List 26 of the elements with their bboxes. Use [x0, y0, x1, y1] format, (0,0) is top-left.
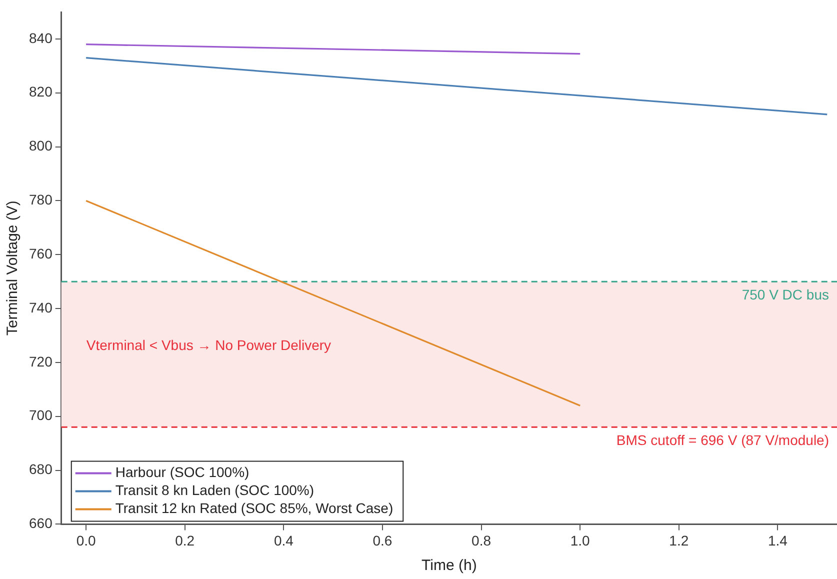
x-tick-label: 1.2	[669, 532, 689, 548]
y-tick-label: 800	[29, 138, 53, 154]
y-tick-label: 840	[29, 30, 53, 46]
x-tick-label: 1.4	[768, 532, 788, 548]
ref-line-label: BMS cutoff = 696 V (87 V/module)	[616, 432, 829, 448]
x-tick-label: 0.0	[76, 532, 96, 548]
x-axis-title: Time (h)	[422, 557, 477, 574]
x-tick-label: 0.8	[472, 532, 492, 548]
y-tick-label: 700	[29, 407, 53, 424]
ref-line-label: 750 V DC bus	[742, 286, 829, 302]
x-tick-label: 1.0	[570, 532, 590, 548]
y-tick-label: 820	[29, 84, 53, 100]
y-tick-label: 760	[29, 245, 53, 262]
y-tick-label: 720	[29, 353, 53, 370]
legend-label: Harbour (SOC 100%)	[115, 464, 250, 480]
y-tick-label: 780	[29, 192, 53, 208]
legend-label: Transit 12 kn Rated (SOC 85%, Worst Case)	[115, 500, 394, 516]
y-axis-title: Terminal Voltage (V)	[4, 200, 22, 336]
y-tick-label: 660	[29, 515, 53, 532]
x-tick-label: 0.6	[372, 532, 392, 548]
y-tick-label: 740	[29, 299, 53, 316]
x-tick-label: 0.2	[175, 532, 195, 548]
band-label: Vterminal < Vbus → No Power Delivery	[86, 337, 332, 354]
y-tick-label: 680	[29, 461, 53, 478]
x-tick-label: 0.4	[274, 532, 294, 548]
legend-label: Transit 8 kn Laden (SOC 100%)	[115, 482, 314, 498]
